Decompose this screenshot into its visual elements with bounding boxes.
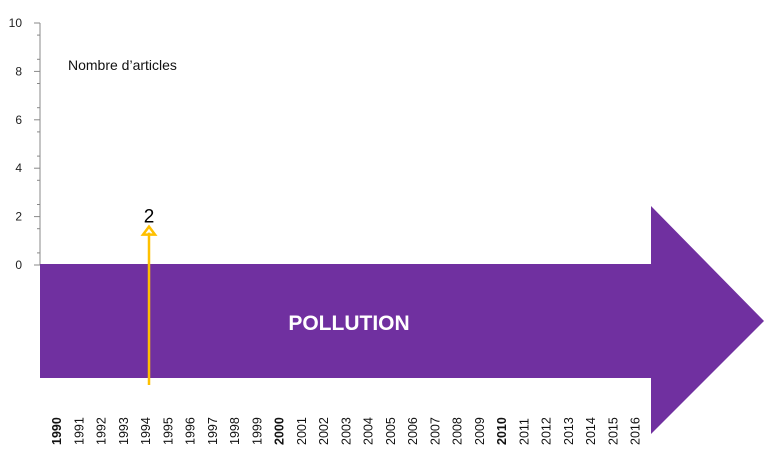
y-tick-label: 8 (15, 64, 22, 78)
x-tick-label: 2003 (339, 417, 353, 445)
x-tick-label: 2004 (362, 417, 376, 445)
x-tick-label: 2005 (384, 417, 398, 445)
x-tick-label: 2015 (606, 417, 620, 445)
x-tick-label: 2012 (540, 417, 554, 445)
x-tick-label: 2008 (451, 417, 465, 445)
x-tick-label: 1996 (184, 417, 198, 445)
x-tick-label: 2007 (428, 417, 442, 445)
x-tick-label: 2013 (562, 417, 576, 445)
x-tick-label: 1998 (228, 417, 242, 445)
x-tick-label: 2016 (629, 417, 643, 445)
x-axis-labels: 1990 1991 1992 1993 1994 1995 1996 1997 1998 1999… (50, 417, 643, 445)
x-tick-label: 2001 (295, 417, 309, 445)
data-markers: 2 (140, 207, 158, 385)
x-tick-label: 1997 (206, 417, 220, 445)
x-tick-label: 1995 (161, 417, 175, 445)
y-tick-label: 2 (15, 210, 22, 224)
data-marker-arrowhead (140, 224, 158, 236)
y-tick-label: 4 (15, 161, 22, 175)
x-tick-label: 2014 (584, 417, 598, 445)
x-tick-label: 2002 (317, 417, 331, 445)
y-axis: 0 2 4 6 8 10 (9, 16, 41, 272)
x-tick-label: 1993 (117, 417, 131, 445)
x-tick-label: 1999 (250, 417, 264, 445)
x-tick-label: 2000 (273, 417, 287, 445)
x-tick-label: 1994 (139, 417, 153, 445)
x-tick-label: 1992 (95, 417, 109, 445)
data-label: 2 (144, 207, 155, 228)
x-tick-label: 2009 (473, 417, 487, 445)
y-tick-label: 10 (9, 16, 23, 30)
x-tick-label: 1991 (72, 417, 86, 445)
x-tick-label: 2006 (406, 417, 420, 445)
y-axis-title: Nombre d’articles (68, 57, 177, 73)
y-tick-label: 0 (15, 258, 22, 272)
banner-label: POLLUTION (288, 312, 409, 335)
x-tick-label: 2010 (495, 417, 509, 445)
timeline-arrow-banner (40, 206, 764, 434)
x-tick-label: 1990 (50, 417, 64, 445)
y-tick-label: 6 (15, 113, 22, 127)
x-tick-label: 2011 (517, 418, 531, 445)
